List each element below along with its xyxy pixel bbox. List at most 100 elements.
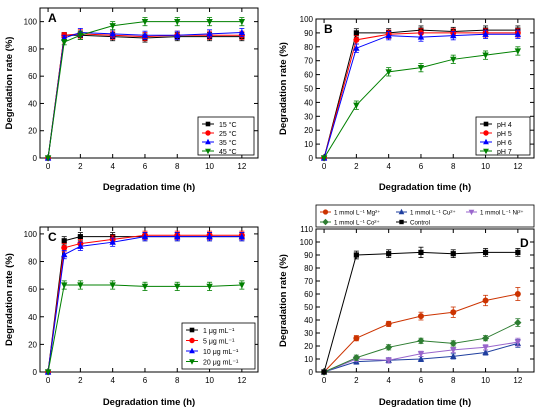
- y-tick-label: 100: [24, 18, 38, 27]
- panel-label: C: [48, 230, 57, 244]
- plot-frame: [315, 228, 535, 373]
- data-point: [450, 347, 457, 354]
- series-line: [323, 322, 519, 373]
- data-point: [77, 234, 83, 240]
- legend-box: [315, 204, 535, 228]
- legend-marker: [483, 138, 489, 145]
- x-tick-label: 2: [354, 162, 359, 171]
- legend-marker: [189, 327, 195, 333]
- y-tick-label: 70: [304, 277, 313, 286]
- y-axis-title: Degradation rate (%): [278, 254, 289, 347]
- data-point: [353, 30, 359, 36]
- y-tick-label: 80: [28, 258, 37, 267]
- y-tick-label: 50: [304, 85, 313, 94]
- x-axis-title: Degradation time (h): [103, 182, 195, 193]
- x-tick-label: 10: [481, 162, 490, 171]
- y-tick-label: 20: [304, 126, 313, 135]
- x-tick-label: 6: [419, 162, 424, 171]
- data-point: [417, 313, 424, 320]
- data-point: [450, 251, 456, 257]
- legend: 1 mmol L⁻¹ Mg²⁺ 1 mmol L⁻¹ Cu²⁺ 1 mmol L⁻¹…: [315, 204, 535, 228]
- data-point: [141, 283, 149, 290]
- data-point: [61, 238, 67, 244]
- panel-label: A: [48, 11, 57, 25]
- plot-frame: [39, 226, 259, 373]
- y-tick-label: 70: [304, 57, 313, 66]
- plot-frame: [39, 7, 259, 159]
- data-point: [514, 339, 522, 346]
- legend-box: [197, 116, 255, 156]
- x-tick-label: 0: [322, 162, 327, 171]
- data-point: [353, 252, 359, 258]
- y-tick-label: 100: [300, 15, 314, 24]
- legend-label: Control: [410, 220, 430, 227]
- data-point: [174, 31, 181, 38]
- x-tick-label: 8: [175, 162, 180, 171]
- x-tick-label: 12: [237, 162, 246, 171]
- y-tick-label: 30: [304, 112, 313, 121]
- data-point: [385, 32, 392, 39]
- data-point: [482, 348, 489, 356]
- data-point: [141, 31, 149, 38]
- y-tick-label: 80: [304, 43, 313, 52]
- series-line: [47, 236, 242, 373]
- legend-marker: [189, 359, 195, 365]
- x-tick-label: 10: [205, 376, 214, 385]
- data-point: [353, 335, 360, 342]
- data-point: [174, 19, 181, 26]
- legend-label: pH 7: [497, 149, 512, 156]
- legend-marker: [205, 138, 211, 145]
- data-point: [320, 155, 328, 162]
- x-tick-label: 12: [237, 376, 246, 385]
- chart-panel-a: 0 20 40 60 80 100 0 2 4 6 8 10 12 Degradation time (h…: [4, 7, 259, 193]
- legend-marker: [483, 148, 489, 155]
- y-tick-label: 60: [28, 72, 37, 81]
- legend-label: 1 mmol L⁻¹ Ni²⁺: [480, 210, 524, 217]
- y-tick-label: 10: [304, 140, 313, 149]
- data-point: [61, 39, 68, 46]
- legend-label: 1 mmol L⁻¹ Cu²⁺: [410, 210, 456, 217]
- y-tick-label: 20: [304, 342, 313, 351]
- y-tick-label: 40: [304, 98, 313, 107]
- y-tick-label: 0: [309, 154, 314, 163]
- data-point: [450, 309, 457, 316]
- y-tick-label: 80: [304, 264, 313, 273]
- y-tick-label: 40: [28, 99, 37, 108]
- y-tick-label: 20: [28, 340, 37, 349]
- data-point: [44, 369, 52, 376]
- series: [320, 318, 522, 376]
- data-point: [206, 19, 213, 26]
- legend-label: 10 μg mL⁻¹: [203, 349, 239, 356]
- legend-marker: [189, 337, 195, 344]
- legend-label: 45 °C: [219, 148, 237, 156]
- y-tick-label: 20: [28, 127, 37, 136]
- data-point: [61, 244, 68, 251]
- y-tick-label: 30: [304, 329, 313, 338]
- x-tick-label: 8: [175, 376, 180, 385]
- legend-marker: [205, 121, 211, 127]
- data-point: [482, 297, 489, 304]
- data-point: [514, 48, 522, 55]
- data-point: [417, 355, 425, 362]
- x-tick-label: 6: [419, 376, 424, 385]
- data-point: [109, 282, 116, 289]
- x-tick-label: 4: [386, 376, 391, 385]
- data-point: [417, 337, 425, 345]
- data-point: [353, 102, 360, 109]
- legend-label: 1 μg mL⁻¹: [203, 328, 235, 335]
- data-point: [238, 28, 246, 36]
- series: [320, 29, 522, 161]
- data-point: [450, 352, 457, 359]
- x-tick-label: 0: [322, 376, 327, 385]
- legend-label: 25 °C: [219, 130, 237, 138]
- x-tick-label: 8: [451, 162, 456, 171]
- x-tick-label: 2: [78, 162, 83, 171]
- x-tick-label: 4: [110, 376, 115, 385]
- y-tick-label: 100: [24, 230, 38, 239]
- data-point: [418, 249, 424, 255]
- x-tick-label: 12: [513, 162, 522, 171]
- series-line: [47, 32, 242, 159]
- x-tick-label: 12: [513, 376, 522, 385]
- y-tick-label: 50: [304, 303, 313, 312]
- y-tick-label: 0: [33, 154, 38, 163]
